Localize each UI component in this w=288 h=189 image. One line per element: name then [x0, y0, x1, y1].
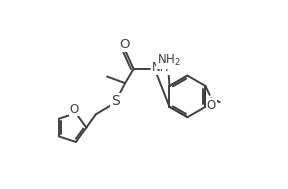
Text: NH$_2$: NH$_2$ — [157, 53, 180, 68]
Text: O: O — [206, 99, 216, 112]
Text: S: S — [111, 94, 120, 108]
Text: O: O — [119, 38, 129, 51]
Text: NH: NH — [152, 61, 170, 74]
Text: O: O — [70, 103, 79, 115]
